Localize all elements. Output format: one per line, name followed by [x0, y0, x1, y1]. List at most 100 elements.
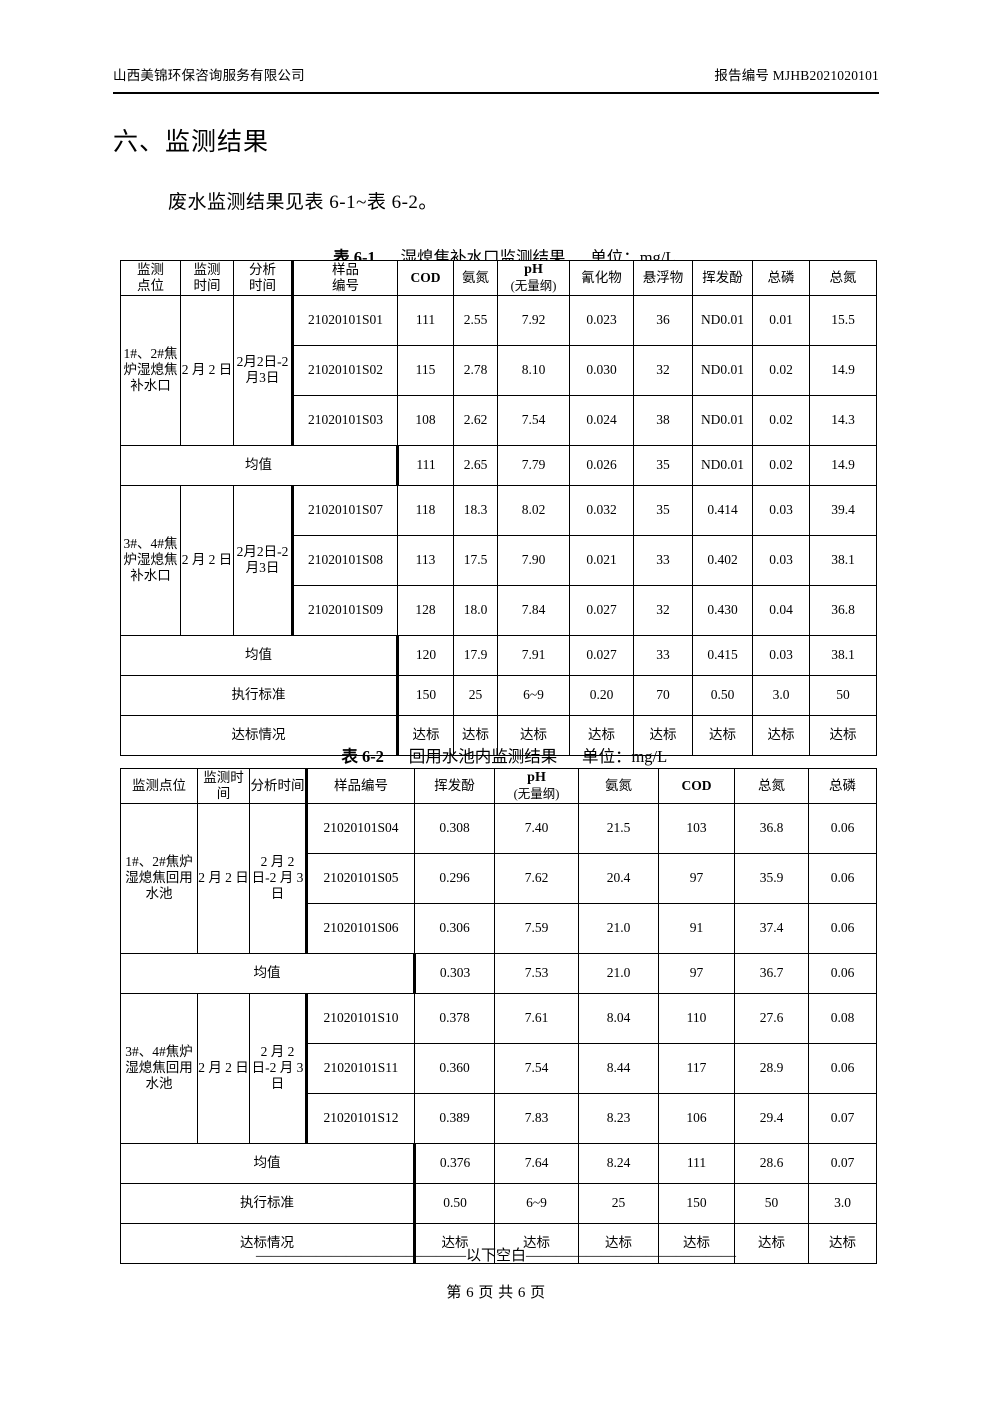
table2-g1-r2-c3: 106 — [658, 1092, 735, 1144]
table1-g0-mean-c1: 2.65 — [453, 444, 498, 486]
status-badge: 达标 — [397, 714, 454, 756]
table-row: 21020101S06 0.306 7.59 21.0 91 37.4 0.06 — [121, 902, 877, 954]
table2-g1-r1-c0: 0.360 — [414, 1042, 495, 1094]
table1-standard-label: 执行标准 — [120, 674, 399, 716]
table1-col-cod: COD — [397, 260, 454, 296]
table1-g0-r2-c3: 0.024 — [569, 394, 634, 446]
table1-g1-mean-c6: 0.03 — [752, 634, 810, 676]
table1-col-phenol: 挥发酚 — [692, 260, 753, 296]
table1-g1-site: 3#、4#焦炉湿熄焦补水口 — [120, 484, 181, 636]
table1-g0-r1-c2: 8.10 — [497, 344, 570, 396]
table2-col-monitor-time: 监测时间 — [197, 768, 250, 804]
table2-g0-r0-c3: 103 — [658, 802, 735, 854]
table2-g0-analysis-time: 2 月 2 日-2 月 3 日 — [249, 802, 308, 954]
table2-g0-r2-c1: 7.59 — [494, 902, 579, 954]
table2-standard-c3: 150 — [658, 1182, 735, 1224]
table1-g1-r2-sample: 21020101S09 — [292, 584, 398, 636]
table2-g0-mean-row: 均值 0.303 7.53 21.0 97 36.7 0.06 — [120, 952, 877, 994]
table1-standard-c3: 0.20 — [569, 674, 634, 716]
table2-g0-r1-c2: 20.4 — [578, 852, 659, 904]
table2-g0-mean-c2: 21.0 — [578, 952, 659, 994]
table1-col-analysis-time: 分析 时间 — [233, 260, 294, 296]
table2-g0-r1-c3: 97 — [658, 852, 735, 904]
status-badge: 达标 — [494, 1222, 579, 1264]
table1-g1-r1-c6: 0.03 — [752, 534, 810, 586]
table2-col-tp: 总磷 — [808, 768, 877, 804]
table1-g0-r1-c7: 14.9 — [809, 344, 877, 396]
table2-g1-r1-c1: 7.54 — [494, 1042, 579, 1094]
table-row: 3#、4#焦炉湿熄焦补水口 2 月 2 日 2月2日-2月3日 21020101… — [120, 484, 877, 636]
table-row: 1#、2#焦炉湿熄焦补水口 2 月 2 日 2月2日-2月3日 21020101… — [120, 294, 877, 446]
table2-compliance-row: 达标情况 达标 达标 达标 达标 达标 达标 — [120, 1222, 877, 1264]
table2-g1-mean-label: 均值 — [120, 1142, 416, 1184]
table-row: 21020101S11 0.360 7.54 8.44 117 28.9 0.0… — [121, 1042, 877, 1094]
table2-g1-r1-sample: 21020101S11 — [306, 1042, 415, 1094]
table2-g1-r0-sample: 21020101S10 — [306, 992, 415, 1044]
table2-g0-r1-c0: 0.296 — [414, 852, 495, 904]
status-badge: 达标 — [658, 1222, 735, 1264]
table1-g1-r1-c4: 33 — [633, 534, 693, 586]
table2-g0-mean-c1: 7.53 — [494, 952, 579, 994]
table2-g1-r2-c5: 0.07 — [808, 1092, 877, 1144]
table1-g1-r1-c5: 0.402 — [692, 534, 753, 586]
table2-g1-r0-c3: 110 — [658, 992, 735, 1044]
table-row: 21020101S03 108 2.62 7.54 0.024 38 ND0.0… — [121, 394, 877, 446]
table2-header-row: 监测点位 监测时间 分析时间 样品编号 挥发酚 pH (无量纲) 氨氮 COD … — [120, 768, 877, 804]
table1-g1-mean-c5: 0.415 — [692, 634, 753, 676]
table1-g1-mean-row: 均值 120 17.9 7.91 0.027 33 0.415 0.03 38.… — [120, 634, 877, 676]
table-row: 3#、4#焦炉湿熄焦回用水池 2 月 2 日 2 月 2 日-2 月 3 日 2… — [120, 992, 877, 1144]
table2-g0-r0-c4: 36.8 — [734, 802, 809, 854]
table1-g1-mean-c7: 38.1 — [809, 634, 877, 676]
status-badge: 达标 — [578, 1222, 659, 1264]
table1-g0-mean-c7: 14.9 — [809, 444, 877, 486]
table2-g1-mean-c2: 8.24 — [578, 1142, 659, 1184]
table1-g1-r2-c1: 18.0 — [453, 584, 498, 636]
table1-g0-r2-c0: 108 — [397, 394, 454, 446]
table2-g1-analysis-time: 2 月 2 日-2 月 3 日 — [249, 992, 308, 1144]
table1-g0-mean-c2: 7.79 — [497, 444, 570, 486]
table1-g1-r0-c5: 0.414 — [692, 484, 753, 536]
table1-col-sample-no: 样品 编号 — [292, 260, 398, 296]
table2-g0-r1-c5: 0.06 — [808, 852, 877, 904]
table2-g1-monitor-time: 2 月 2 日 — [197, 992, 250, 1144]
table2-g0-mean-c4: 36.7 — [734, 952, 809, 994]
table1-g0-r1-c3: 0.030 — [569, 344, 634, 396]
table-wastewater-supply-results: 监测 点位 监测 时间 分析 时间 样品 编号 COD 氨氮 pH (无量纲) … — [120, 260, 877, 756]
table2-g0-r1-c4: 35.9 — [734, 852, 809, 904]
table2-g0-mean-label: 均值 — [120, 952, 416, 994]
table1-g1-r0-c3: 0.032 — [569, 484, 634, 536]
table1-g1-mean-c4: 33 — [633, 634, 693, 676]
table2-caption-number: 表 6-2 — [341, 747, 384, 766]
table1-g1-r2-c0: 128 — [397, 584, 454, 636]
table1-g0-r2-c2: 7.54 — [497, 394, 570, 446]
table2-standard-row: 执行标准 0.50 6~9 25 150 50 3.0 — [120, 1182, 877, 1224]
table2-col-sample-no: 样品编号 — [306, 768, 415, 804]
page-running-header: 山西美锦环保咨询服务有限公司 报告编号 MJHB2021020101 — [113, 64, 879, 84]
status-badge: 达标 — [734, 1222, 809, 1264]
header-divider-rule — [113, 92, 879, 94]
table2-g1-mean-row: 均值 0.376 7.64 8.24 111 28.6 0.07 — [120, 1142, 877, 1184]
table-row: 21020101S08 113 17.5 7.90 0.021 33 0.402… — [121, 534, 877, 586]
table2-g0-r2-c4: 37.4 — [734, 902, 809, 954]
table1-g0-r2-c1: 2.62 — [453, 394, 498, 446]
table2-g1-r0-c5: 0.08 — [808, 992, 877, 1044]
blank-page-marker: ——————————————以下空白—————————————— — [255, 1248, 736, 1264]
table1-g0-r0-c7: 15.5 — [809, 294, 877, 346]
table1-g1-r1-c2: 7.90 — [497, 534, 570, 586]
table-row: 21020101S02 115 2.78 8.10 0.030 32 ND0.0… — [121, 344, 877, 396]
table2-g1-r2-sample: 21020101S12 — [306, 1092, 415, 1144]
table1-g0-mean-c6: 0.02 — [752, 444, 810, 486]
table1-g1-r0-c6: 0.03 — [752, 484, 810, 536]
table2-g1-r1-c2: 8.44 — [578, 1042, 659, 1094]
table2-col-phenol: 挥发酚 — [414, 768, 495, 804]
table2-g0-r2-sample: 21020101S06 — [306, 902, 415, 954]
header-company-name: 山西美锦环保咨询服务有限公司 — [113, 68, 305, 83]
section-heading: 六、监测结果 — [113, 129, 270, 156]
table2-g0-r1-sample: 21020101S05 — [306, 852, 415, 904]
table1-col-cyanide: 氰化物 — [569, 260, 634, 296]
table2-g0-mean-c5: 0.06 — [808, 952, 877, 994]
table1-g0-mean-c5: ND0.01 — [692, 444, 753, 486]
table2-caption: 表 6-2 回用水池内监测结果 单位：mg/L — [113, 723, 879, 787]
table1-g0-r2-c6: 0.02 — [752, 394, 810, 446]
table2-g1-r0-c0: 0.378 — [414, 992, 495, 1044]
